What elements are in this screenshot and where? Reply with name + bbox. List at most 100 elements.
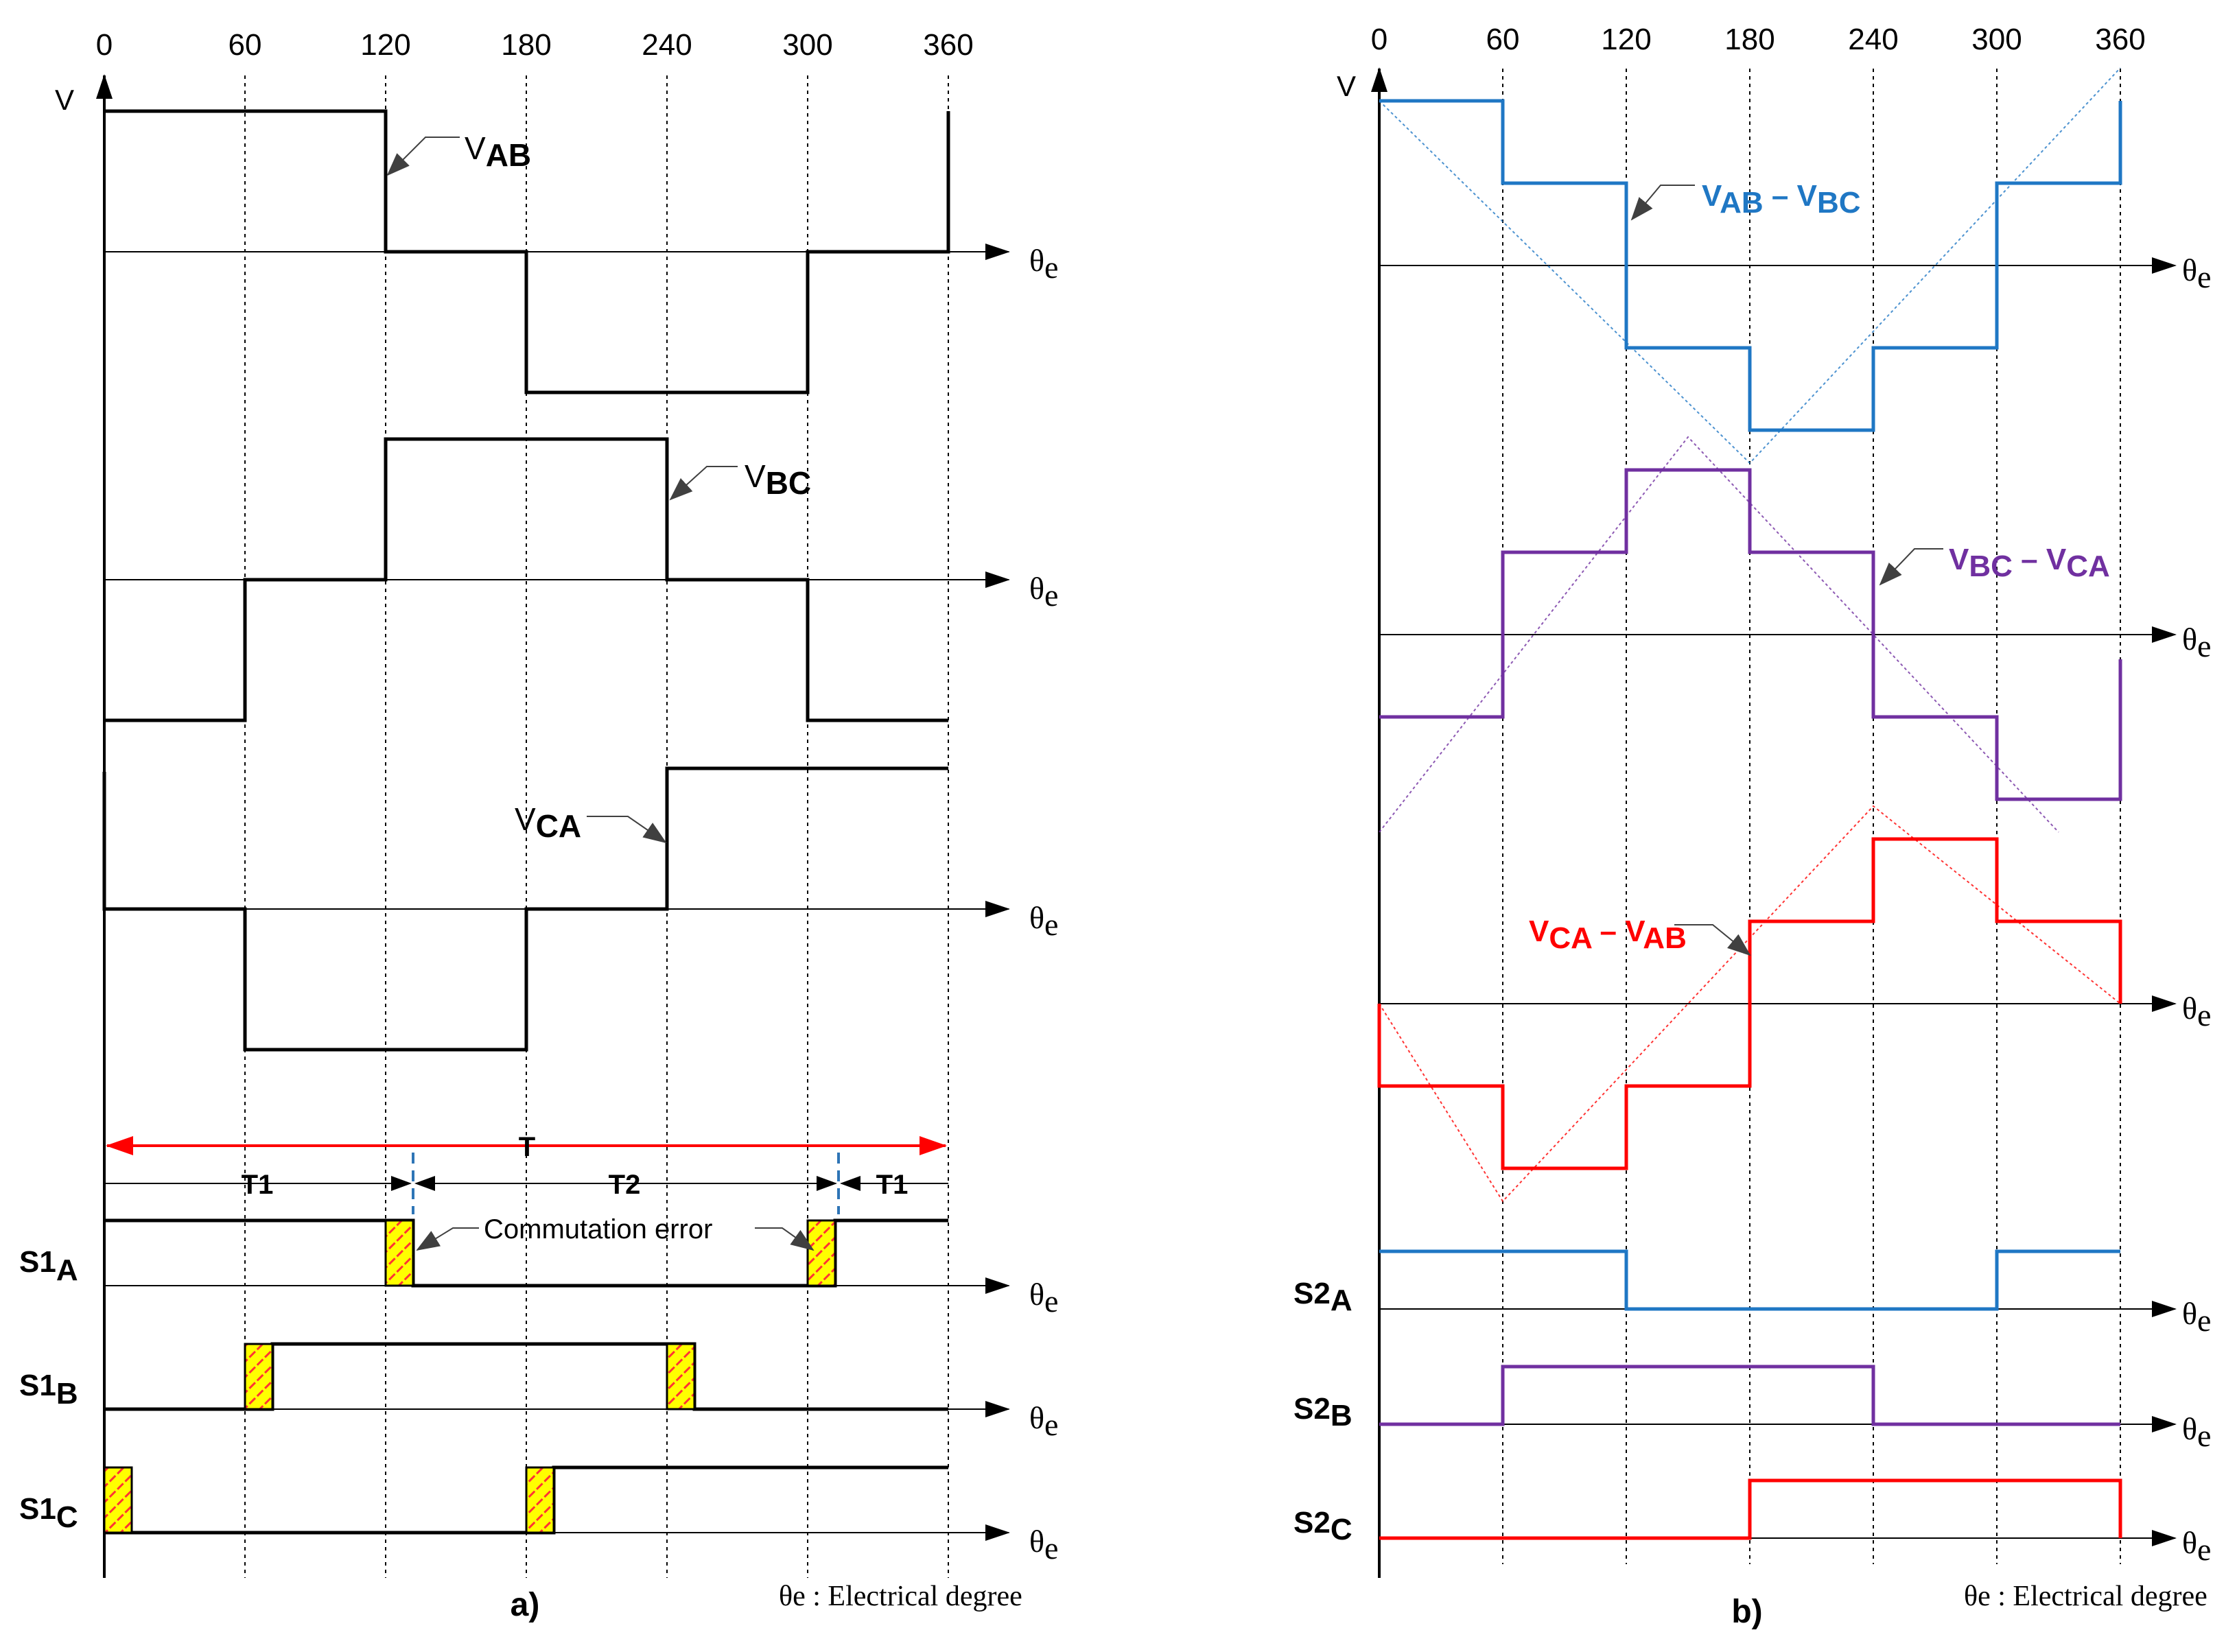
commutation-error-box [666,1343,696,1411]
panel-b-footnote: θe : Electrical degree [1964,1581,2207,1612]
text-part: V [745,458,766,494]
commutation-error-box [525,1466,555,1534]
text-part: BC [1817,186,1861,220]
text-part: A [1331,1284,1352,1317]
switch-label-c: S2C [1293,1506,1352,1546]
text-part: S1 [19,1245,56,1279]
text-part: BC [1969,550,2013,583]
callout-arrow [587,816,667,844]
text-part: θ [2182,1411,2197,1446]
switch-label-b: S2B [1293,1392,1352,1432]
text-part: – V [2013,543,2067,576]
text-part: e [2197,628,2211,663]
v-axis-label: V [1337,70,1356,102]
difference-label-3: VCA – VAB [1529,914,1687,955]
text-part: CA [1549,921,1592,955]
callout-arrow [1674,924,1751,956]
theta-e-label: θe [2182,252,2211,294]
text-part: BC [766,465,811,501]
envelope-dotted [1379,436,2059,833]
text-part: e [1044,907,1058,942]
angle-label: 300 [1971,23,2022,56]
text-part: C [56,1500,78,1534]
angle-label: 300 [782,28,832,62]
period-t1-label: T1 [242,1170,274,1200]
text-part: CA [536,808,581,844]
text-part: AB [1720,186,1764,220]
angle-label: 120 [360,28,410,62]
text-part: S1 [19,1369,56,1402]
panel-a-footnote: θe : Electrical degree [779,1581,1022,1612]
text-part: V [1702,179,1722,213]
callout-arrow [416,1227,479,1251]
text-part: e [1044,578,1058,613]
callout-arrow [1630,185,1695,221]
commutation-error-box [384,1219,414,1287]
theta-e-label: θe [1029,1400,1058,1442]
wave-label-ca: VCA [515,801,581,844]
waveform-ca [102,766,948,1052]
text-part: B [1331,1399,1352,1432]
angle-label: 360 [2095,23,2145,56]
text-part: S2 [1293,1506,1331,1539]
theta-e-label: θe [2182,991,2211,1032]
envelope-dotted [1379,805,2121,1203]
angle-label: 0 [96,28,113,62]
theta-e-label: θe [1029,243,1058,285]
switch-label-c: S1C [19,1492,78,1534]
switch-label-b: S1B [19,1369,78,1411]
text-part: S2 [1293,1277,1331,1310]
text-part: S1 [19,1492,56,1526]
text-part: θ [1029,1277,1044,1312]
theta-e-label: θe [1029,1524,1058,1566]
text-part: θ [1029,1524,1044,1559]
theta-e-label: θe [1029,900,1058,942]
angle-label: 180 [501,28,551,62]
switch-signal-c [1379,1478,2122,1540]
text-part: V [1529,914,1549,948]
text-part: θ [2182,252,2197,287]
text-part: B [56,1377,78,1411]
period-t1-end-label: T1 [876,1170,909,1200]
theta-e-label: θe [2182,1296,2211,1338]
angle-label: 60 [229,28,262,62]
text-part: – V [1591,914,1645,948]
text-part: e [1044,250,1058,285]
period-t-label: T [519,1132,535,1162]
panel-a-caption: a) [511,1587,540,1623]
angle-label: 240 [1848,23,1898,56]
text-part: θ [2182,1525,2197,1560]
text-part: e [1044,1531,1058,1566]
text-part: CA [2066,550,2110,583]
switch-signal-b [1379,1365,2120,1426]
theta-e-label: θe [1029,571,1058,613]
callout-arrow [386,137,460,176]
text-part: e [2197,1532,2211,1567]
text-part: θ [1029,1400,1044,1435]
text-part: C [1331,1513,1352,1546]
commutation-error-box [244,1343,274,1411]
callout-arrow [1879,548,1943,586]
text-part: θ [2182,991,2197,1026]
theta-e-label: θe [2182,1525,2211,1567]
period-t2-label: T2 [609,1170,641,1200]
theta-e-label: θe [2182,622,2211,663]
theta-e-label: θe [1029,1277,1058,1319]
switch-signal-a [1379,1249,2120,1311]
switch-label-a: S2A [1293,1277,1352,1317]
text-part: e [2197,998,2211,1032]
angle-label: 360 [923,28,973,62]
text-part: V [1949,543,1969,576]
text-part: e [1044,1407,1058,1442]
theta-e-label: θe [2182,1411,2211,1453]
waveform-difference-1 [1379,99,2122,432]
wave-label-bc: VBC [745,458,811,501]
waveform-bc [104,437,948,722]
text-part: V [515,801,536,837]
text-part: θ [2182,622,2197,657]
commutation-error-label: Commutation error [484,1214,712,1244]
angle-label: 0 [1371,23,1387,56]
